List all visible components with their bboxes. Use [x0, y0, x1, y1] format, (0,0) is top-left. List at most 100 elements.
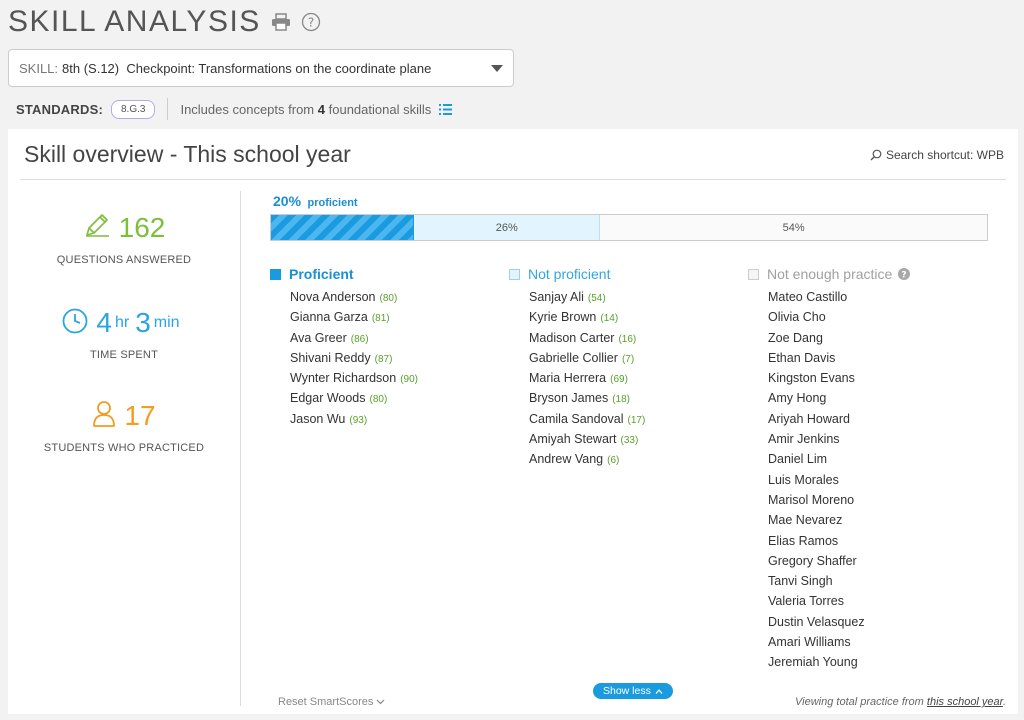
student-name: Bryson James [529, 391, 609, 406]
student-row[interactable]: Valeria Torres [768, 591, 978, 611]
smartscore: (93) [349, 414, 368, 426]
smartscore: (7) [621, 353, 635, 365]
smartscore: (81) [371, 313, 390, 325]
viewing-note: Viewing total practice from this school … [795, 696, 1006, 708]
includes-suffix: foundational skills [328, 101, 432, 117]
proficient-summary: 20% proficient [273, 193, 358, 211]
skill-overview-panel: Skill overview - This school year Search… [8, 129, 1018, 714]
student-row[interactable]: Tanvi Singh [768, 571, 978, 591]
student-row[interactable]: Kingston Evans [768, 368, 978, 388]
list-icon[interactable] [439, 103, 453, 115]
person-icon [92, 399, 116, 432]
student-row[interactable]: Maria Herrera (69) [529, 368, 739, 388]
not-enough-practice-segment[interactable]: 54% [600, 215, 987, 240]
student-row[interactable]: Amir Jenkins [768, 429, 978, 449]
student-row[interactable]: Zoe Dang [768, 328, 978, 348]
student-row[interactable]: Dustin Velasquez [768, 612, 978, 632]
student-name: Ethan Davis [768, 350, 836, 365]
student-row[interactable]: Ava Greer (86) [290, 328, 500, 348]
student-name: Kingston Evans [768, 371, 855, 386]
student-row[interactable]: Sanjay Ali (54) [529, 287, 739, 307]
students-practiced-stat: 17 STUDENTS WHO PRACTICED [8, 399, 240, 455]
clock-icon [62, 308, 88, 339]
caret-down-icon [491, 65, 503, 72]
student-row[interactable]: Amari Williams [768, 632, 978, 652]
help-icon[interactable]: ? [301, 12, 321, 32]
student-row[interactable]: Gregory Shaffer [768, 551, 978, 571]
question-icon[interactable]: ? [898, 268, 911, 280]
student-name: Gabrielle Collier [529, 350, 618, 365]
column-divider [240, 191, 241, 706]
smartscore: (54) [587, 293, 606, 304]
proficient-column: Proficient Nova Anderson (80) Gianna Garza… [270, 265, 500, 429]
page-header: SKILL ANALYSIS ? [8, 4, 321, 40]
student-name: Amy Hong [768, 391, 827, 406]
proficient-percent: 20% [273, 193, 302, 209]
smartscore: (87) [374, 353, 393, 365]
student-row[interactable]: Olivia Cho [768, 307, 978, 327]
student-name: Jason Wu [290, 411, 346, 426]
student-row[interactable]: Jason Wu (93) [290, 409, 500, 429]
pencil-icon [83, 211, 111, 244]
student-row[interactable]: Amiyah Stewart (33) [529, 429, 739, 449]
student-row[interactable]: Edgar Woods (80) [290, 388, 500, 408]
student-row[interactable]: Nova Anderson (80) [290, 287, 500, 307]
student-row[interactable]: Marisol Moreno [768, 490, 978, 510]
student-row[interactable]: Mateo Castillo [768, 287, 978, 307]
includes-text: Includes concepts from 4 foundational sk… [180, 102, 431, 117]
smartscore: (80) [369, 394, 388, 406]
time-spent-stat: 4 hr 3 min TIME SPENT [8, 307, 240, 361]
student-row[interactable]: Andrew Vang (6) [529, 449, 739, 469]
student-row[interactable]: Ariyah Howard [768, 409, 978, 429]
student-row[interactable]: Luis Morales [768, 470, 978, 490]
student-row[interactable]: Amy Hong [768, 388, 978, 408]
student-row[interactable]: Jeremiah Young [768, 652, 978, 672]
show-less-button[interactable]: Show less [593, 683, 673, 699]
student-name: Gregory Shaffer [768, 553, 857, 568]
questions-answered-value: 162 [118, 211, 166, 243]
title-divider [20, 179, 1006, 180]
student-name: Luis Morales [768, 472, 839, 487]
student-name: Amiyah Stewart [529, 432, 617, 447]
print-icon[interactable] [271, 13, 291, 31]
questions-answered-caption: QUESTIONS ANSWERED [56, 254, 192, 266]
not-proficient-column: Not proficient Sanjay Ali (54) Kyrie Brown… [509, 265, 739, 470]
student-row[interactable]: Gabrielle Collier (7) [529, 348, 739, 368]
includes-count: 4 [317, 101, 325, 117]
student-name: Edgar Woods [290, 391, 366, 406]
not-proficient-swatch [509, 268, 520, 280]
student-row[interactable]: Camila Sandoval (17) [529, 409, 739, 429]
student-row[interactable]: Ethan Davis [768, 348, 978, 368]
proficient-segment[interactable] [271, 215, 415, 240]
skill-select[interactable]: SKILL: 8th (S.12) Checkpoint: Transforma… [8, 49, 514, 87]
not-proficient-list: Sanjay Ali (54) Kyrie Brown (14) Madison Car… [529, 287, 739, 470]
standard-badge[interactable]: 8.G.3 [110, 99, 156, 119]
skill-value: 8th (S.12) Checkpoint: Transformations o… [62, 60, 432, 76]
time-hours-unit: hr [114, 314, 130, 331]
proficient-swatch [270, 268, 281, 280]
student-row[interactable]: Shivani Reddy (87) [290, 348, 500, 368]
student-name: Dustin Velasquez [768, 614, 865, 629]
not-enough-practice-list: Mateo Castillo Olivia Cho Zoe Dang Ethan Da… [768, 287, 978, 673]
student-name: Jeremiah Young [768, 655, 858, 670]
not-proficient-segment[interactable]: 26% [414, 215, 601, 240]
student-name: Kyrie Brown [529, 310, 597, 325]
student-row[interactable]: Daniel Lim [768, 449, 978, 469]
student-row[interactable]: Elias Ramos [768, 531, 978, 551]
not-enough-practice-title: Not enough practice [767, 266, 893, 282]
student-row[interactable]: Kyrie Brown (14) [529, 307, 739, 327]
questions-answered-stat: 162 QUESTIONS ANSWERED [8, 211, 240, 267]
student-name: Maria Herrera [529, 371, 607, 386]
student-row[interactable]: Madison Carter (16) [529, 328, 739, 348]
standards-label: STANDARDS: [16, 101, 103, 117]
student-row[interactable]: Bryson James (18) [529, 388, 739, 408]
student-row[interactable]: Gianna Garza (81) [290, 307, 500, 327]
school-year-link[interactable]: this school year [926, 696, 1003, 708]
student-row[interactable]: Wynter Richardson (90) [290, 368, 500, 388]
student-name: Ariyah Howard [768, 411, 850, 426]
viewing-suffix: . [1002, 696, 1006, 708]
search-shortcut: Search shortcut: WPB [870, 148, 1004, 162]
page-title: SKILL ANALYSIS [8, 5, 261, 38]
student-row[interactable]: Mae Nevarez [768, 510, 978, 530]
reset-smartscores-link[interactable]: Reset SmartScores [278, 696, 385, 708]
